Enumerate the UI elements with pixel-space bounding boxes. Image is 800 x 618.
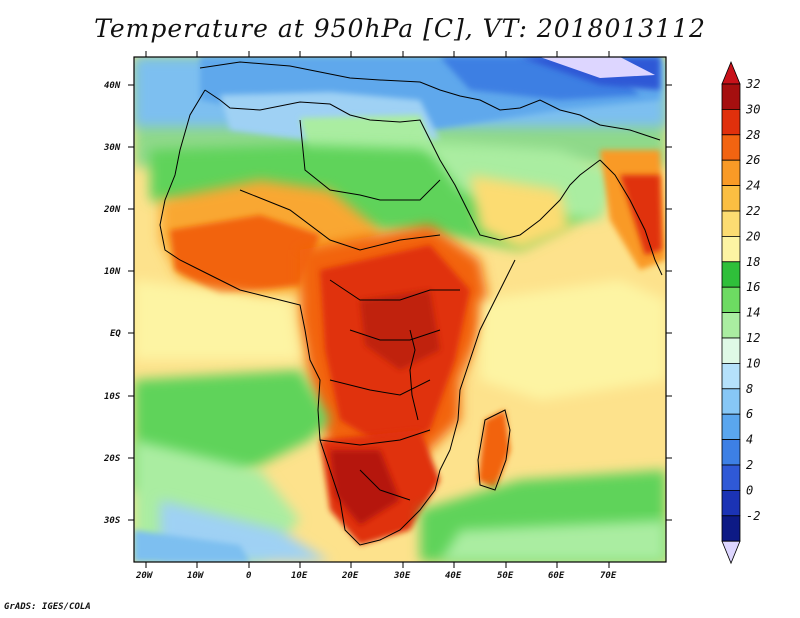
colorbar-swatch [721, 159, 741, 186]
lon-label: 30E [393, 571, 411, 581]
colorbar-label: -2 [746, 509, 760, 523]
lat-label: 40N [104, 81, 121, 91]
colorbar-swatch [721, 185, 741, 212]
lon-label: 40E [445, 571, 462, 581]
colorbar-swatch [721, 312, 741, 339]
colorbar-label: 0 [746, 483, 753, 497]
colorbar-swatch [721, 337, 741, 364]
temperature-field [134, 57, 666, 562]
colorbar-swatch [721, 210, 741, 237]
map-title: Temperature at 950hPa [C], VT: 201801311… [94, 14, 706, 43]
colorbar-label: 22 [746, 204, 760, 218]
colorbar-swatch [721, 464, 741, 491]
colorbar-label: 8 [746, 382, 753, 396]
lon-label: 20W [135, 571, 154, 581]
lat-label: EQ [110, 329, 121, 339]
colorbar-label: 28 [746, 128, 760, 142]
lat-label: 10S [104, 392, 121, 402]
lat-label: 10N [104, 267, 121, 277]
colorbar-swatch [721, 439, 741, 466]
colorbar-swatch [721, 261, 741, 288]
colorbar-top-arrow [721, 60, 741, 85]
colorbar-bottom-arrow [721, 540, 741, 565]
colorbar-swatch [721, 134, 741, 161]
colorbar-label: 18 [746, 255, 760, 269]
lon-axis [145, 51, 610, 568]
lat-label: 30N [103, 143, 121, 153]
colorbar-label: 14 [746, 306, 760, 320]
lon-label: 10W [187, 571, 205, 581]
colorbar-swatch [721, 286, 741, 314]
lon-label: 70E [600, 571, 617, 581]
credit-text: GrADS: IGES/COLA [4, 602, 91, 612]
colorbar-swatch [721, 413, 741, 441]
lon-label: 10E [291, 571, 308, 581]
colorbar-label: 24 [746, 179, 760, 193]
colorbar-label: 4 [746, 433, 753, 447]
lat-axis [128, 84, 672, 521]
colorbar-label: 26 [746, 153, 760, 167]
colorbar-swatch [721, 109, 741, 136]
colorbar-label: 6 [746, 407, 753, 421]
colorbar-label: 2 [746, 458, 753, 472]
colorbar-swatch [721, 489, 741, 517]
colorbar-label: 10 [746, 356, 760, 370]
lat-label: 20S [103, 454, 121, 464]
colorbar-swatch [721, 515, 741, 542]
colorbar-label: 12 [746, 331, 760, 345]
lat-label: 20N [103, 205, 121, 215]
lat-label: 30S [103, 516, 121, 526]
colorbar-label: 20 [746, 229, 760, 243]
colorbar-swatch [721, 388, 741, 415]
colorbar-label: 32 [745, 77, 760, 91]
coastlines [159, 61, 663, 546]
colorbar-swatch [721, 83, 741, 110]
lon-label: 60E [548, 571, 565, 581]
colorbar-swatch [721, 235, 741, 263]
lon-label: 20E [341, 571, 359, 581]
map-frame [133, 56, 667, 563]
lon-label: 50E [497, 571, 514, 581]
colorbar-swatch [721, 362, 741, 390]
colorbar-label: 16 [746, 280, 760, 294]
lon-label: 0 [246, 571, 252, 581]
colorbar-label: 30 [745, 102, 760, 116]
